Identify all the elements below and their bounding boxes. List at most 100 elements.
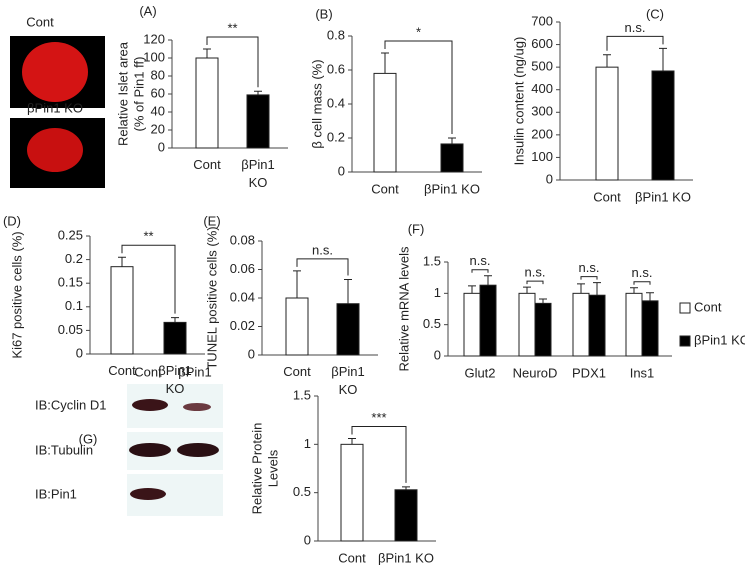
bar bbox=[246, 94, 270, 149]
significance-label: n.s. bbox=[625, 20, 646, 35]
error-bar bbox=[293, 270, 301, 298]
y-tick-label: 1.5 bbox=[423, 253, 441, 268]
band bbox=[130, 488, 166, 500]
y-tick-label: 80 bbox=[151, 67, 165, 82]
y-tick-label: 1 bbox=[434, 285, 441, 300]
bar bbox=[340, 443, 364, 542]
significance-bracket bbox=[384, 40, 453, 134]
error-bar bbox=[468, 285, 476, 294]
significance-label: *** bbox=[371, 410, 386, 425]
significance-bracket bbox=[351, 426, 407, 483]
bar bbox=[463, 292, 481, 357]
error-bar bbox=[630, 287, 638, 294]
blot-lane: βPin1 bbox=[178, 364, 212, 379]
significance-label: * bbox=[416, 24, 421, 39]
x-tick-label: PDX1 bbox=[572, 365, 606, 380]
x-tick-label: βPin1 KO bbox=[158, 363, 192, 396]
significance-bracket bbox=[633, 281, 651, 285]
bar bbox=[641, 300, 659, 357]
legend-label: Cont bbox=[694, 299, 722, 314]
significance-label: n.s. bbox=[470, 253, 491, 268]
x-tick-label: Ins1 bbox=[630, 365, 655, 380]
legend-swatch bbox=[679, 335, 691, 347]
bar bbox=[440, 143, 464, 173]
y-tick-label: 500 bbox=[531, 59, 553, 74]
error-bar bbox=[254, 90, 262, 95]
legend-label: βPin1 KO bbox=[694, 332, 745, 347]
y-tick-label: 1.5 bbox=[293, 387, 311, 402]
significance-bracket bbox=[606, 35, 664, 51]
y-axis-label: (% of Pin1 ff) bbox=[131, 57, 146, 132]
y-tick-label: 400 bbox=[531, 81, 553, 96]
x-tick-label: Cont bbox=[371, 181, 399, 196]
y-tick-label: 0 bbox=[76, 345, 83, 360]
y-tick-label: 0.25 bbox=[58, 227, 83, 242]
y-tick-label: 0.2 bbox=[327, 129, 345, 144]
islet-stain bbox=[27, 128, 83, 172]
bar bbox=[595, 66, 619, 181]
y-tick-label: 0.04 bbox=[230, 289, 255, 304]
error-bar bbox=[381, 52, 389, 74]
x-tick-label: βPin1 KO bbox=[424, 181, 480, 196]
bar bbox=[518, 292, 536, 357]
y-tick-label: 0.5 bbox=[293, 484, 311, 499]
y-tick-label: 0.08 bbox=[230, 232, 255, 247]
x-tick-label: Cont bbox=[193, 157, 221, 172]
blot-row: IB:Pin1 bbox=[35, 486, 77, 501]
y-tick-label: 0 bbox=[546, 171, 553, 186]
y-tick-label: 40 bbox=[151, 103, 165, 118]
y-tick-label: 0 bbox=[434, 347, 441, 362]
panel-label: (G) bbox=[79, 431, 98, 446]
y-tick-label: 100 bbox=[531, 149, 553, 164]
panel-label: (D) bbox=[3, 213, 21, 228]
bar bbox=[625, 292, 643, 357]
significance-bracket bbox=[526, 280, 544, 285]
bar bbox=[336, 303, 360, 356]
image-label: Cont bbox=[26, 14, 54, 29]
bar bbox=[373, 72, 397, 173]
blot-row: IB:Cyclin D1 bbox=[35, 397, 107, 412]
bar bbox=[479, 284, 497, 357]
y-tick-label: 120 bbox=[143, 31, 165, 46]
y-tick-label: 0.1 bbox=[65, 298, 83, 313]
y-tick-label: 0.2 bbox=[65, 251, 83, 266]
error-bar bbox=[348, 438, 356, 445]
y-axis-label: TUNEL positive cells (%) bbox=[204, 226, 219, 369]
bar bbox=[651, 70, 675, 181]
x-tick-label: βPin1 KO bbox=[378, 550, 434, 565]
error-bar bbox=[402, 486, 410, 490]
error-bar bbox=[523, 286, 531, 294]
y-tick-label: 0.5 bbox=[423, 316, 441, 331]
y-tick-label: 0.8 bbox=[327, 27, 345, 42]
y-axis-label: Relative mRNA levels bbox=[396, 246, 411, 371]
significance-bracket bbox=[296, 258, 349, 276]
error-bar bbox=[603, 54, 611, 68]
error-bar bbox=[344, 278, 352, 304]
panel-label: (A) bbox=[139, 3, 156, 18]
y-axis-label: Levels bbox=[265, 449, 280, 487]
bar bbox=[163, 321, 187, 355]
x-tick-label: βPin1 KO bbox=[331, 364, 365, 397]
significance-bracket bbox=[206, 36, 259, 88]
x-tick-label: Cont bbox=[108, 363, 136, 378]
blot-row: IB:Tubulin bbox=[35, 442, 93, 457]
y-tick-label: 300 bbox=[531, 104, 553, 119]
y-axis-label: Relative Protein bbox=[249, 423, 264, 515]
panel-label: (C) bbox=[646, 6, 664, 21]
significance-bracket bbox=[580, 276, 598, 280]
significance-label: n.s. bbox=[579, 260, 600, 275]
significance-label: n.s. bbox=[632, 265, 653, 280]
error-bar bbox=[118, 256, 126, 267]
error-bar bbox=[577, 283, 585, 294]
error-bar bbox=[659, 47, 667, 71]
y-tick-label: 0.4 bbox=[327, 95, 345, 110]
legend-swatch bbox=[679, 302, 691, 314]
islet-stain bbox=[22, 42, 88, 102]
y-tick-label: 0.05 bbox=[58, 322, 83, 337]
y-tick-label: 20 bbox=[151, 121, 165, 136]
y-tick-label: 0.15 bbox=[58, 275, 83, 290]
y-axis-label: β cell mass (%) bbox=[309, 59, 324, 148]
x-tick-label: NeuroD bbox=[513, 365, 558, 380]
x-tick-label: Cont bbox=[283, 364, 311, 379]
